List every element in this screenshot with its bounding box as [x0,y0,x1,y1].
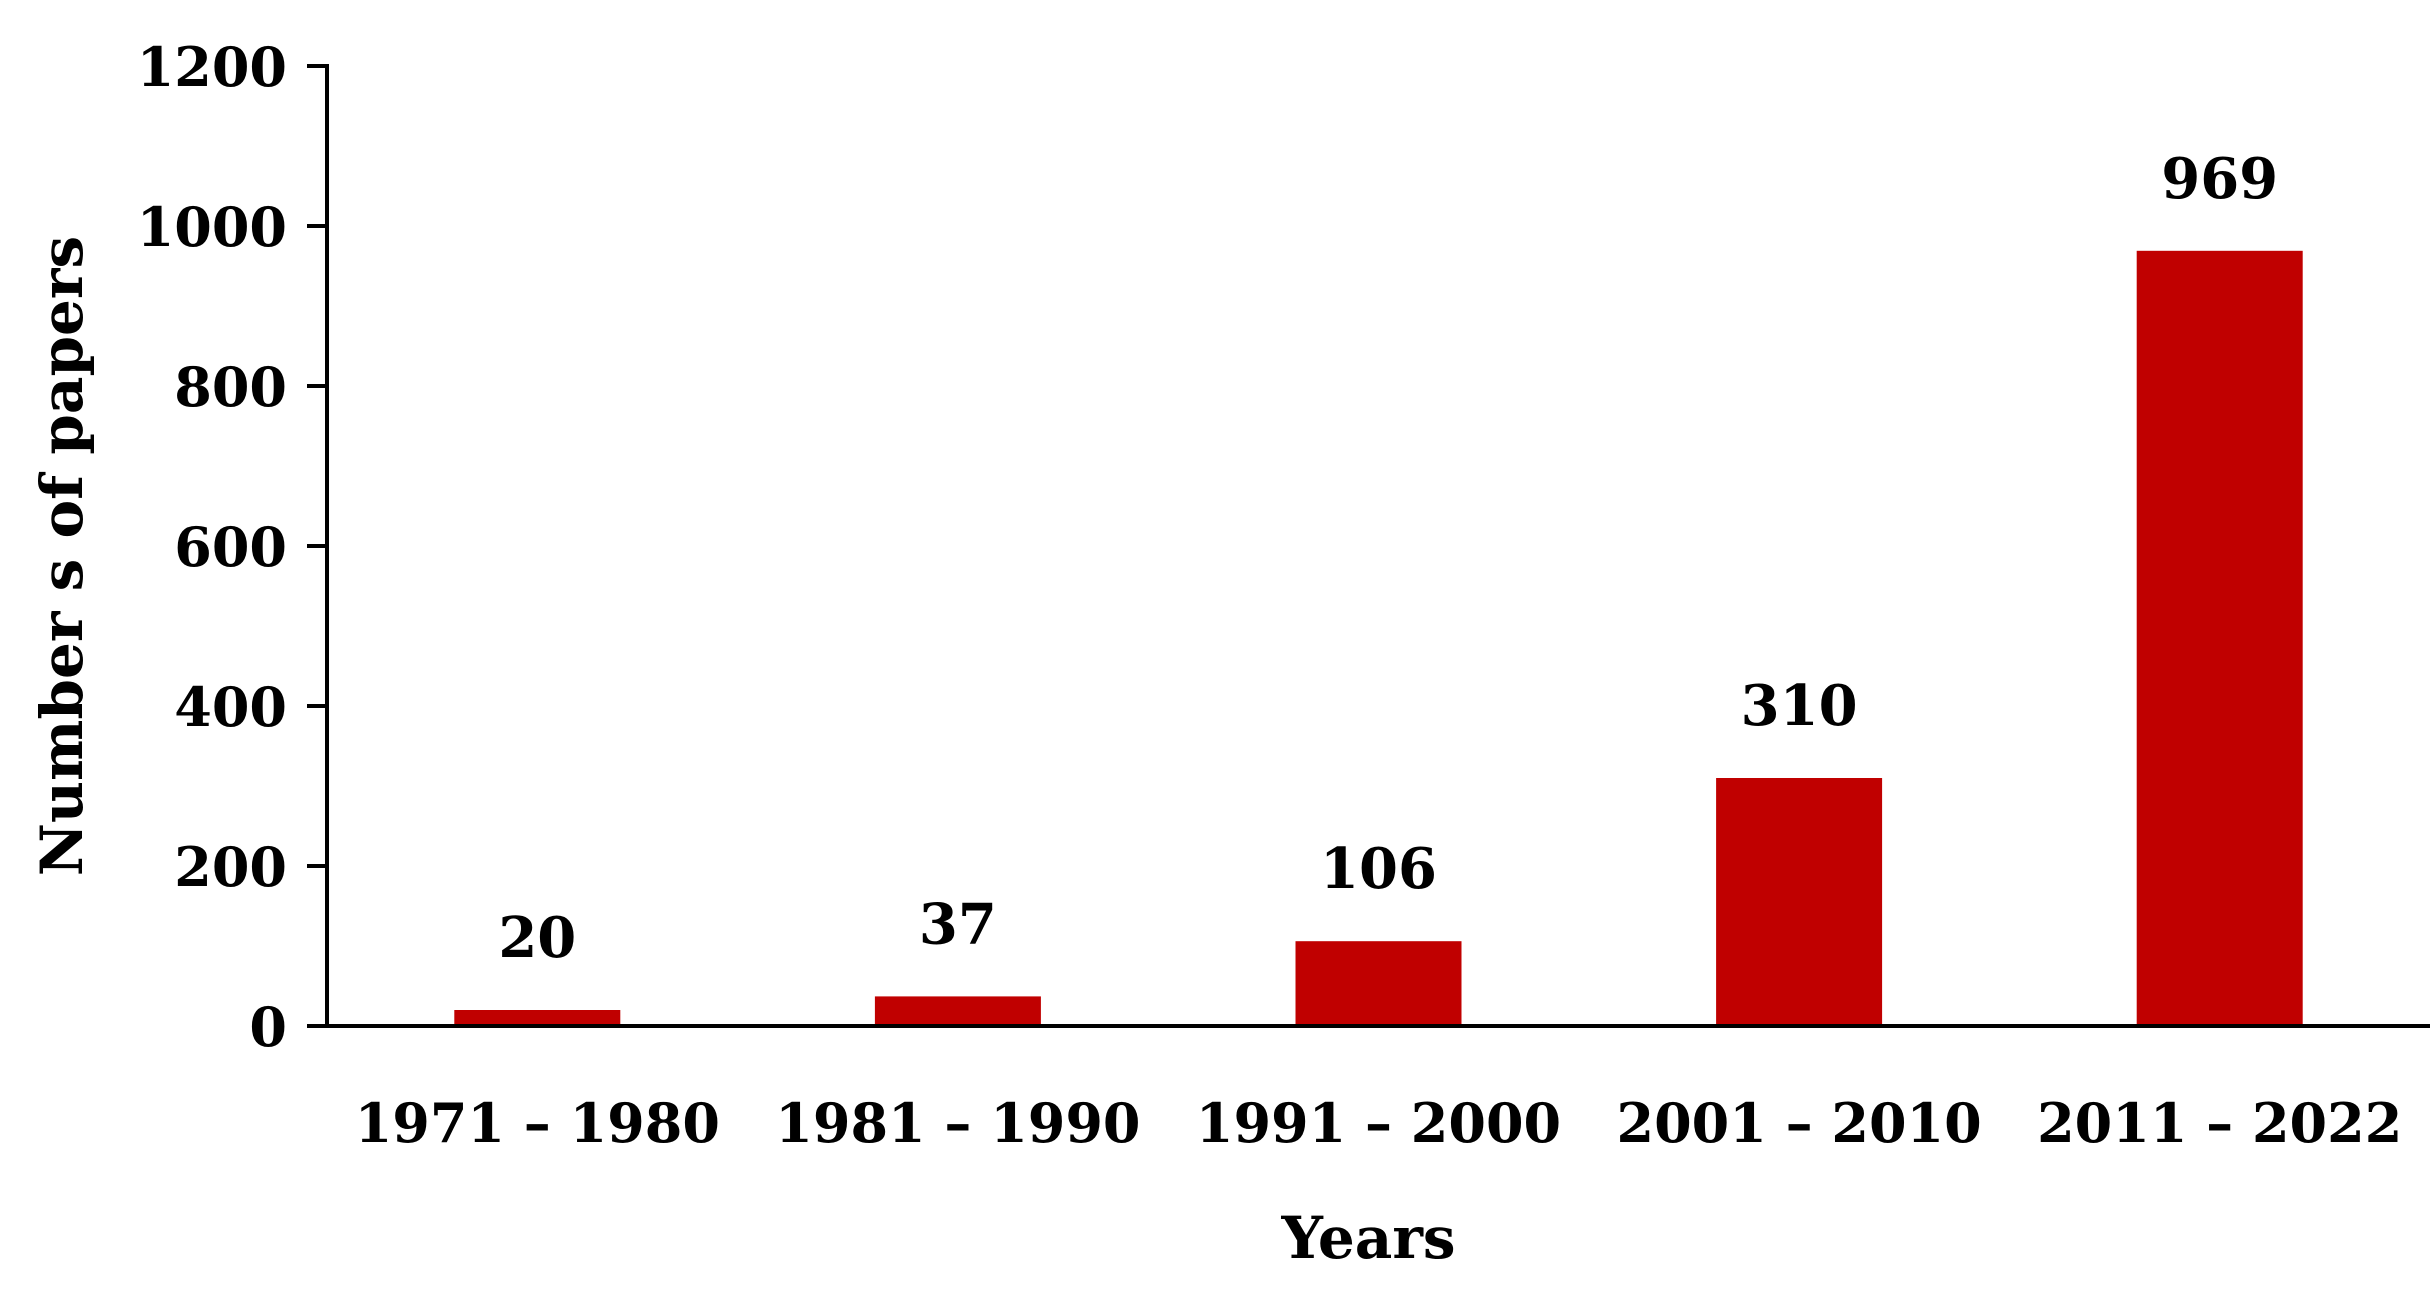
data-label: 310 [1741,673,1858,739]
y-tick-label: 600 [174,515,287,579]
y-axis-title: Number s of papers [28,236,96,876]
data-label: 37 [919,891,997,957]
x-tick-label: 2011 – 2022 [2037,1091,2402,1155]
x-ticks: 1971 – 1980 1981 – 1990 1991 – 2000 2001 – … [355,1091,2403,1155]
bar [454,1010,621,1026]
bar [1716,778,1883,1026]
bar [2136,250,2303,1027]
data-label: 106 [1320,836,1437,902]
y-tick-label: 200 [174,835,287,899]
y-tick-label: 1000 [137,195,287,259]
y-ticks: 0 200 400 600 800 1000 1200 [137,35,327,1059]
bars-layer [454,250,2303,1027]
x-tick-label: 1981 – 1990 [775,1091,1140,1155]
x-tick-label: 2001 – 2010 [1617,1091,1982,1155]
y-tick-label: 1200 [137,35,287,99]
data-labels: 20 37 106 310 969 [498,146,2278,971]
data-label: 20 [498,905,576,971]
bar [1295,941,1462,1026]
y-tick-label: 0 [249,995,287,1059]
x-tick-label: 1991 – 2000 [1196,1091,1561,1155]
bar [874,996,1041,1026]
x-axis-title: Years [1280,1204,1455,1272]
y-tick-label: 400 [174,675,287,739]
x-tick-label: 1971 – 1980 [355,1091,720,1155]
y-tick-label: 800 [174,355,287,419]
data-label: 969 [2161,146,2278,212]
